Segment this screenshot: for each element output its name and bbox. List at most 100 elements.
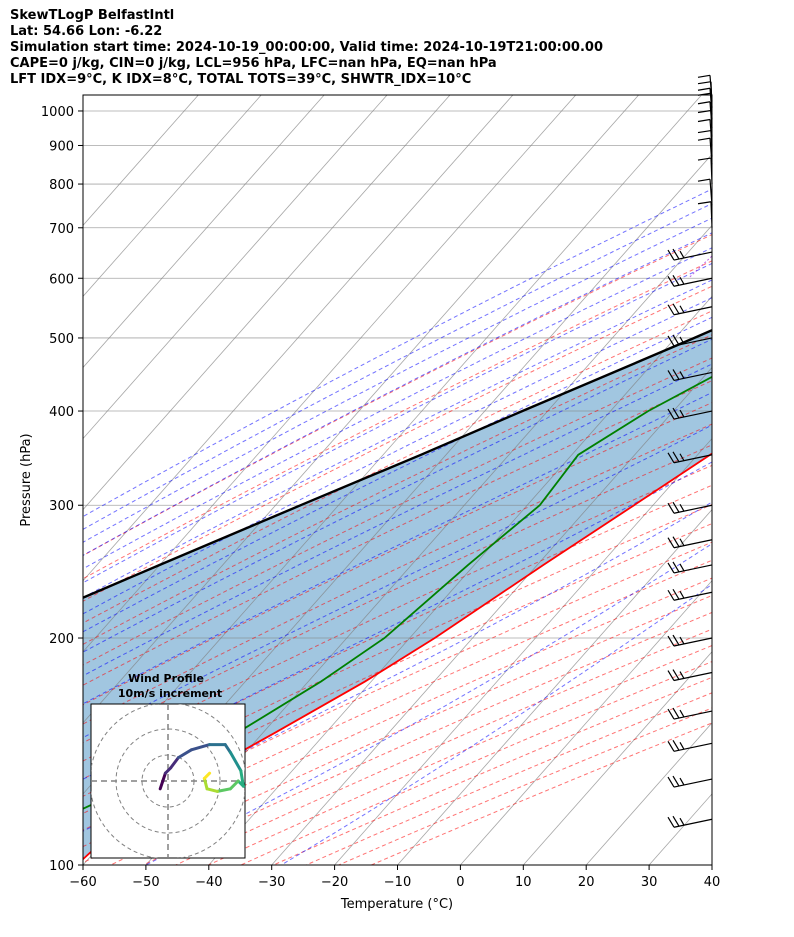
isotherm	[83, 95, 388, 440]
mixing-ratio-line	[773, 92, 794, 278]
wind-barb	[667, 775, 713, 788]
x-tick-label: 40	[704, 875, 721, 890]
wind-barb	[697, 129, 713, 157]
dry-adiabat	[83, 504, 712, 797]
dry-adiabat	[83, 423, 712, 725]
isotherm	[145, 224, 712, 865]
x-axis: −60 −50 −40 −30 −20 −10 0 10 20 30 40	[69, 865, 720, 890]
dry-adiabat	[83, 285, 712, 602]
moist-adiabat	[83, 232, 712, 556]
moist-adiabat	[83, 217, 712, 543]
isotherm	[334, 437, 712, 865]
moist-adiabat	[83, 279, 712, 599]
dry-adiabat	[83, 402, 712, 706]
wind-barb	[667, 634, 713, 647]
wind-barb	[667, 740, 713, 752]
isotherm	[83, 95, 199, 226]
hodograph-inset: Wind Profile 10m/s increment	[90, 672, 246, 859]
wind-barb	[667, 334, 713, 347]
temperature-profile-line	[83, 452, 712, 861]
location-line: Lat: 54.66 Lon: -6.22	[10, 24, 163, 39]
hodograph-segment	[202, 776, 209, 791]
y-axis-label: Pressure (hPa)	[19, 433, 34, 526]
y-tick-label: 800	[49, 178, 74, 193]
hodograph-title: Wind Profile	[128, 672, 204, 685]
wind-barb	[667, 536, 713, 549]
dry-adiabat	[83, 523, 712, 815]
cape-line: CAPE=0 j/kg, CIN=0 j/kg, LCL=956 hPa, LF…	[10, 56, 497, 71]
moist-adiabat	[83, 501, 712, 832]
isotherm	[83, 95, 639, 724]
isotherm	[711, 864, 712, 865]
y-axis: 100 200 300 400 500 600 700 800 900 1000	[41, 105, 83, 874]
wind-barb	[667, 451, 713, 464]
wind-barb	[667, 248, 713, 261]
parcel-profile-line	[83, 328, 712, 599]
x-tick-label: 0	[456, 875, 464, 890]
isotherm	[775, 95, 794, 865]
wind-barb	[667, 407, 713, 420]
dry-adiabat	[83, 380, 712, 686]
isotherm	[460, 580, 712, 865]
hodograph-segment	[228, 779, 240, 791]
time-line: Simulation start time: 2024-10-19_00:00:…	[10, 40, 603, 55]
wind-barb	[667, 303, 713, 316]
y-tick-label: 400	[49, 405, 74, 420]
wind-barb	[667, 501, 713, 514]
profile-layer	[83, 328, 712, 861]
hodograph-segment	[215, 787, 232, 793]
adiabat-layer	[83, 92, 794, 865]
index-line: LFT IDX=9°C, K IDX=8°C, TOTAL TOTS=39°C,…	[10, 72, 472, 87]
x-axis-label: Temperature (°C)	[340, 897, 453, 912]
y-tick-label: 700	[49, 222, 74, 237]
x-tick-label: −10	[384, 875, 411, 890]
wind-barb	[667, 588, 713, 601]
wind-barbs	[667, 74, 713, 828]
x-tick-label: −60	[69, 875, 96, 890]
x-tick-label: 10	[515, 875, 532, 890]
x-tick-label: 20	[578, 875, 595, 890]
chart-header: SkewTLogP BelfastIntl Lat: 54.66 Lon: -6…	[10, 8, 603, 88]
x-tick-label: −20	[321, 875, 348, 890]
hodograph-segment	[169, 756, 180, 770]
isotherm	[523, 651, 712, 865]
dewpoint-profile-line	[83, 375, 712, 810]
dry-adiabat	[83, 484, 712, 780]
wind-barb	[697, 92, 713, 120]
isotherm	[83, 95, 577, 653]
hodograph-subtitle: 10m/s increment	[118, 687, 222, 700]
wind-barb	[667, 815, 713, 828]
y-tick-label: 100	[49, 859, 74, 874]
hodograph-segment	[176, 748, 193, 760]
moist-adiabat	[83, 424, 712, 739]
wind-barb	[697, 157, 713, 185]
wind-barb	[667, 369, 713, 382]
y-tick-label: 600	[49, 272, 74, 287]
hodograph-segment	[205, 787, 219, 793]
moist-adiabat	[83, 247, 712, 570]
x-tick-label: −50	[132, 875, 159, 890]
wind-barb	[667, 707, 713, 720]
x-tick-label: −40	[195, 875, 222, 890]
hodograph-segment	[202, 771, 212, 780]
wind-barb	[697, 109, 713, 137]
y-tick-label: 300	[49, 499, 74, 514]
x-tick-label: 30	[641, 875, 658, 890]
isotherm	[208, 295, 712, 865]
isotherm	[83, 95, 451, 511]
isotherm	[83, 95, 325, 369]
dry-adiabat	[83, 310, 712, 624]
wind-barb	[667, 561, 713, 574]
y-tick-label: 500	[49, 332, 74, 347]
hodograph-segment	[223, 743, 232, 754]
hodograph-segment	[239, 769, 245, 788]
isotherm	[585, 722, 712, 865]
wind-barb	[667, 669, 713, 682]
chart-title: SkewTLogP BelfastIntl	[10, 8, 175, 23]
hodograph-segment	[189, 743, 212, 752]
moist-adiabat	[83, 203, 712, 530]
mixing-ratio-line	[729, 92, 794, 278]
y-tick-label: 1000	[41, 105, 74, 120]
hodograph-segment	[228, 750, 243, 773]
